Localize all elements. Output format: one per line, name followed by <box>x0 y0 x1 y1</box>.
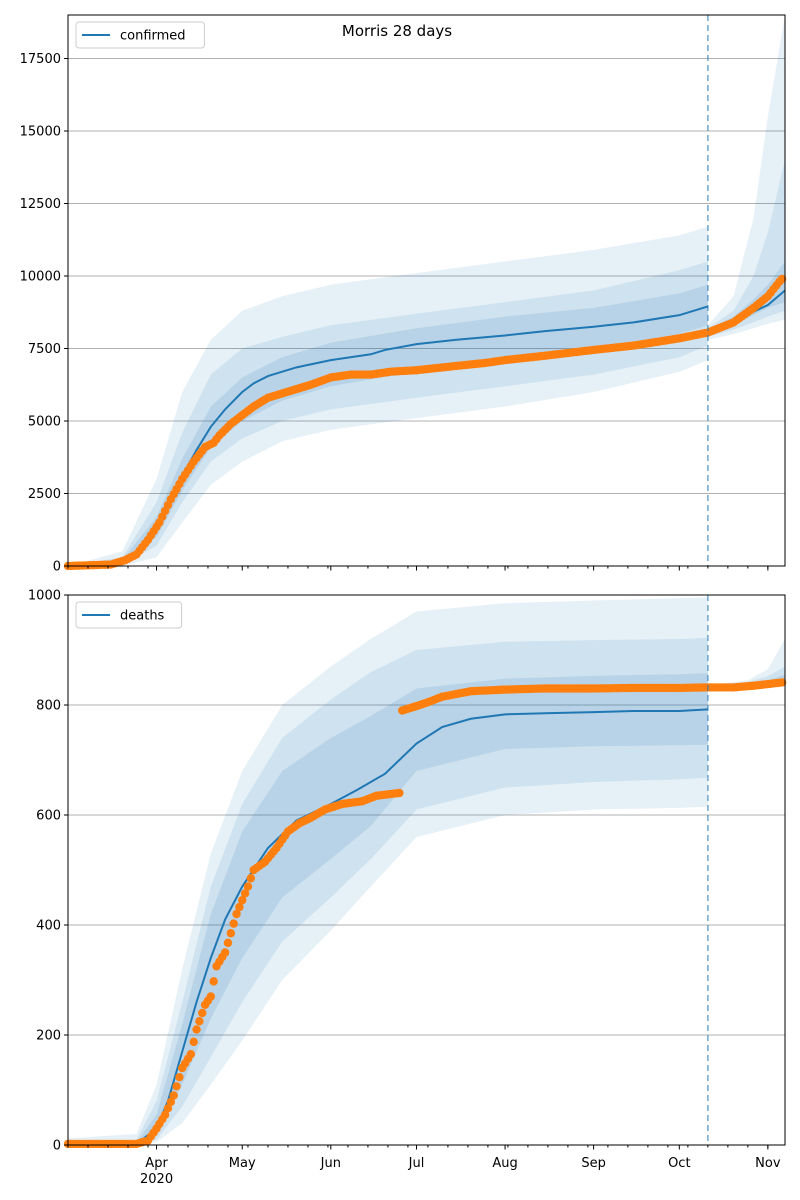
y-tick-label: 600 <box>36 809 61 824</box>
observed-marker <box>172 1082 181 1091</box>
x-year-label: 2020 <box>140 1172 173 1187</box>
observed-marker <box>220 948 230 957</box>
band-forecast-middle <box>707 160 785 337</box>
confirmed-axes-frame <box>67 14 786 567</box>
y-tick-label: 12500 <box>20 197 61 212</box>
y-tick-label: 0 <box>53 1139 61 1154</box>
observed-marker <box>240 889 250 898</box>
legend-label: confirmed <box>120 29 186 44</box>
observed-marker <box>186 1050 196 1059</box>
band-inner <box>68 673 708 1145</box>
deaths-axes-frame <box>67 594 786 1146</box>
deaths-panel: 0 200 400 600 800 1000 Apr May Jun Jul Aug Sep Oct N… <box>28 589 787 1187</box>
confirmed-markers <box>63 274 787 571</box>
x-tick-label: Nov <box>755 1156 781 1171</box>
observed-marker <box>195 1017 204 1026</box>
observed-marker <box>209 977 218 986</box>
observed-marker <box>223 938 233 948</box>
observed-marker <box>160 1110 170 1119</box>
observed-marker <box>189 1037 198 1047</box>
band-middle <box>68 637 708 1145</box>
confirmed-panel: 0 2500 5000 7500 10000 12500 15000 17500 confir… <box>20 14 787 575</box>
x-tick-label: May <box>229 1156 256 1171</box>
x-tick-label: Aug <box>492 1156 517 1171</box>
x-tick-label: Jun <box>320 1156 341 1171</box>
y-tick-label: 800 <box>36 699 61 714</box>
x-tick-label: Apr <box>145 1156 168 1171</box>
y-tick-label: 10000 <box>20 270 61 285</box>
observed-marker <box>198 1008 207 1018</box>
x-tick-label: Sep <box>581 1156 606 1171</box>
band-outer <box>68 597 708 1145</box>
legend-box <box>75 21 205 49</box>
confirmed-x-axis <box>67 566 769 571</box>
observed-marker <box>238 896 247 905</box>
band-inner <box>68 284 708 566</box>
observed-marker <box>777 274 787 284</box>
y-tick-label: 17500 <box>20 52 61 67</box>
legend-box <box>75 601 183 629</box>
observed-marker <box>175 1072 184 1082</box>
deaths-x-axis: Apr May Jun Jul Aug Sep Oct Nov 2020 <box>67 1145 781 1187</box>
confirmed-y-axis: 0 2500 5000 7500 10000 12500 15000 17500 <box>20 52 68 575</box>
observed-marker <box>395 788 404 798</box>
x-tick-label: Oct <box>668 1156 690 1171</box>
observed-marker <box>166 1097 176 1107</box>
deaths-legend: deaths <box>75 601 183 629</box>
observed-marker <box>163 1104 173 1113</box>
observed-marker <box>192 1025 201 1034</box>
observed-marker <box>246 874 256 883</box>
observed-marker <box>232 909 241 919</box>
observed-marker <box>243 882 253 891</box>
observed-marker <box>226 929 236 938</box>
y-tick-label: 2500 <box>28 487 61 502</box>
figure-title: Morris 28 days <box>342 22 452 40</box>
legend-label: deaths <box>120 609 165 624</box>
deaths-y-axis: 0 200 400 600 800 1000 <box>28 589 68 1154</box>
y-tick-label: 5000 <box>28 415 61 430</box>
deaths-markers <box>63 678 787 1149</box>
y-tick-label: 200 <box>36 1029 61 1044</box>
deaths-bands <box>68 597 785 1145</box>
observed-marker <box>229 919 238 928</box>
band-outer <box>68 226 708 566</box>
band-forecast-outer <box>707 15 785 340</box>
y-tick-label: 7500 <box>28 342 61 357</box>
band-middle <box>68 261 708 566</box>
confirmed-grid <box>68 58 785 494</box>
observed-marker <box>206 992 216 1001</box>
observed-marker <box>777 678 787 687</box>
y-tick-label: 15000 <box>20 125 61 140</box>
y-tick-label: 0 <box>53 560 61 575</box>
observed-marker <box>235 902 244 912</box>
y-tick-label: 1000 <box>28 589 61 604</box>
x-tick-label: Jul <box>408 1156 425 1171</box>
confirmed-legend: confirmed <box>75 21 205 49</box>
y-tick-label: 400 <box>36 919 61 934</box>
observed-marker <box>169 1091 178 1100</box>
band-forecast-outer <box>707 639 785 689</box>
